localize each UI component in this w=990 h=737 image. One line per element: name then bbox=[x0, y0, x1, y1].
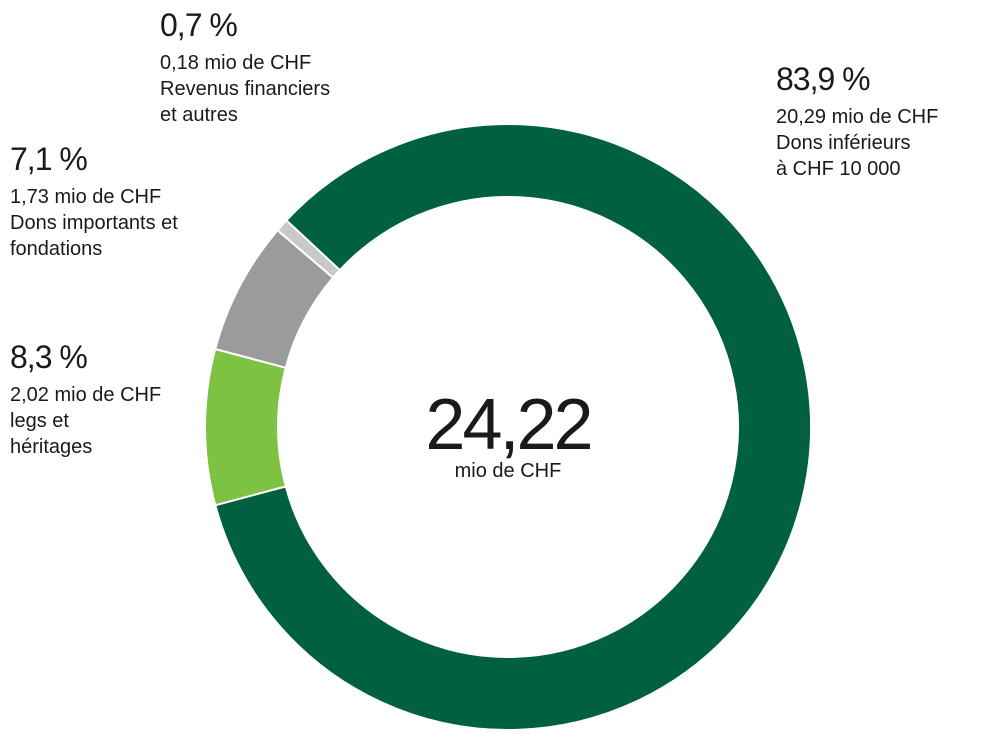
donut-segment bbox=[204, 347, 288, 507]
donut-segment bbox=[276, 218, 342, 280]
percent-label: 7,1 % bbox=[10, 141, 88, 177]
amount-label: 1,73 mio de CHF bbox=[10, 186, 162, 208]
category-label: legs et héritages bbox=[10, 410, 93, 458]
category-label: Dons importants et fondations bbox=[10, 212, 178, 260]
amount-label: 0,18 mio de CHF bbox=[160, 52, 312, 74]
category-label: Dons inférieurs à CHF 10 000 bbox=[776, 132, 911, 180]
center-value: 24,22 bbox=[425, 385, 593, 465]
percent-label: 8,3 % bbox=[10, 339, 88, 375]
category-label: Revenus financiers et autres bbox=[160, 78, 331, 126]
amount-label: 2,02 mio de CHF bbox=[10, 384, 162, 406]
percent-label: 83,9 % bbox=[776, 61, 871, 97]
percent-label: 0,7 % bbox=[160, 7, 238, 43]
center-label: mio de CHF bbox=[454, 460, 562, 482]
donut-segment bbox=[214, 123, 812, 731]
amount-label: 20,29 mio de CHF bbox=[776, 106, 939, 128]
